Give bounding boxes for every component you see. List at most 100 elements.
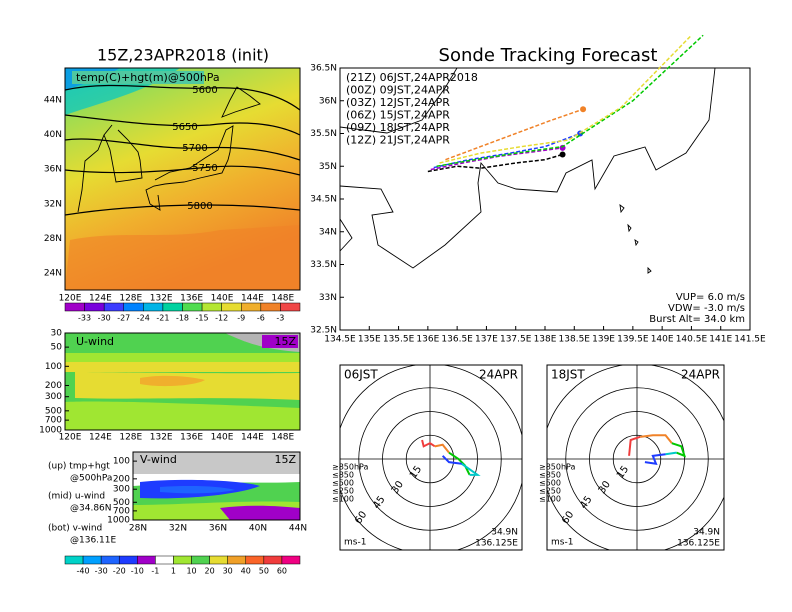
lat-label: 40N (44, 130, 62, 140)
level-legend: ≤500 (332, 479, 354, 488)
colorbar-label: -21 (156, 314, 169, 323)
map-title: Sonde Tracking Forecast (439, 45, 658, 66)
level-legend: ≤850 (539, 471, 561, 480)
level-label: 300 (113, 485, 130, 495)
field-label: U-wind (76, 335, 114, 348)
speed-ring (565, 387, 709, 531)
colorbar-box (227, 555, 247, 565)
hodograph-trace (441, 455, 462, 465)
time-label: 15Z (274, 335, 296, 348)
date-label: 24APR (479, 368, 518, 382)
colorbar-label: -9 (237, 314, 245, 323)
level-label: 50 (51, 343, 63, 353)
level-label: 300 (45, 392, 62, 402)
colorbar-label: -18 (176, 314, 189, 323)
contour-label: 5750 (192, 163, 217, 174)
level-legend: ≥850hPa (539, 463, 576, 472)
lat-label: 33.5N (310, 260, 337, 270)
burst-point (580, 106, 587, 113)
lat-label: 44N (44, 96, 62, 106)
hodograph (340, 365, 522, 550)
colorbar-box (118, 555, 138, 565)
unit-label: ms-1 (551, 538, 573, 548)
lon-label: 148E (271, 294, 294, 304)
hodograph-trace (461, 462, 481, 476)
time-box (262, 335, 298, 348)
lon-label: 144E (241, 294, 264, 304)
contour-label: 5650 (172, 122, 197, 133)
colorbar-label: -24 (137, 314, 150, 323)
info-text: Burst Alt= 34.0 km (649, 314, 745, 325)
hodograph-trace (671, 442, 687, 458)
colorbar-box (201, 302, 222, 312)
lat-label: 28N (129, 524, 147, 534)
lon-label: 138E (534, 335, 557, 345)
note: (bot) v-wind (48, 524, 102, 534)
hodograph-frame (546, 364, 725, 551)
hodograph (547, 365, 724, 550)
lon-label: 140E (211, 433, 234, 443)
panel-title: 15Z,23APR2018 (init) (97, 46, 269, 65)
lat-label: 34.5N (310, 195, 337, 205)
lon-label: 137E (475, 335, 498, 345)
track (427, 153, 563, 173)
lat-label: 32.5N (310, 326, 337, 336)
level-legend: ≤250 (332, 487, 354, 496)
speed-ring (358, 387, 502, 531)
colorbar-label: -40 (77, 567, 90, 576)
lon-label: 132E (150, 294, 173, 304)
colorbar-box (155, 555, 174, 565)
ring-label: 30 (390, 479, 406, 496)
temperature-field (65, 68, 300, 290)
level-legend: ≤500 (539, 479, 561, 488)
station-lat: 34.9N (693, 528, 720, 538)
time-label: 15Z (274, 453, 296, 466)
colorbar-box (281, 555, 301, 565)
legend-entry: (09Z) 18JST,24APR (346, 121, 450, 134)
colorbar-box (82, 555, 102, 565)
colorbar-label: -12 (215, 314, 228, 323)
legend-entry: (03Z) 12JST,24APR (346, 96, 450, 109)
level-label: 100 (113, 457, 130, 467)
hodograph-trace (644, 453, 666, 465)
lon-label: 128E (119, 294, 142, 304)
contour-label: 5600 (192, 85, 217, 96)
lat-label: 32N (169, 524, 187, 534)
colorbar-label: -6 (257, 314, 265, 323)
colorbar-label: 60 (277, 567, 287, 576)
level-label: 30 (51, 329, 63, 339)
lon-label: 139.5E (617, 335, 649, 345)
lon-label: 124E (89, 294, 112, 304)
speed-ring (405, 434, 455, 484)
lat-label: 33N (319, 293, 337, 303)
unit-label: ms-1 (344, 538, 366, 548)
upper-frame (64, 67, 301, 291)
note: @136.11E (70, 536, 116, 546)
lon-label: 140E (651, 335, 674, 345)
middle-frame (64, 332, 301, 431)
hodograph-trace (640, 434, 673, 444)
level-label: 100 (45, 362, 62, 372)
colorbar-box (263, 555, 283, 565)
height-contours (64, 84, 301, 216)
lon-label: 136.5E (441, 335, 473, 345)
lon-label: 139E (592, 335, 615, 345)
colorbar-label: -33 (78, 314, 91, 323)
speed-ring (589, 411, 685, 507)
date-label: 24APR (681, 368, 720, 382)
lon-label: 141.5E (734, 335, 766, 345)
colorbar-label: 1 (171, 567, 176, 576)
colorbar-box (162, 302, 183, 312)
lon-label: 124E (89, 433, 112, 443)
ring-label: 45 (371, 494, 387, 511)
track-coastline (339, 67, 716, 274)
colorbar-box (241, 302, 262, 312)
coastline (77, 86, 261, 213)
legend-entry: (21Z) 06JST,24APR2018 (346, 71, 478, 84)
lon-label: 136E (180, 433, 203, 443)
u-wind-field (65, 333, 300, 430)
lat-label: 36N (209, 524, 227, 534)
contour-label: 5700 (182, 143, 207, 154)
hodograph-trace (421, 439, 436, 448)
level-label: 500 (45, 406, 62, 416)
